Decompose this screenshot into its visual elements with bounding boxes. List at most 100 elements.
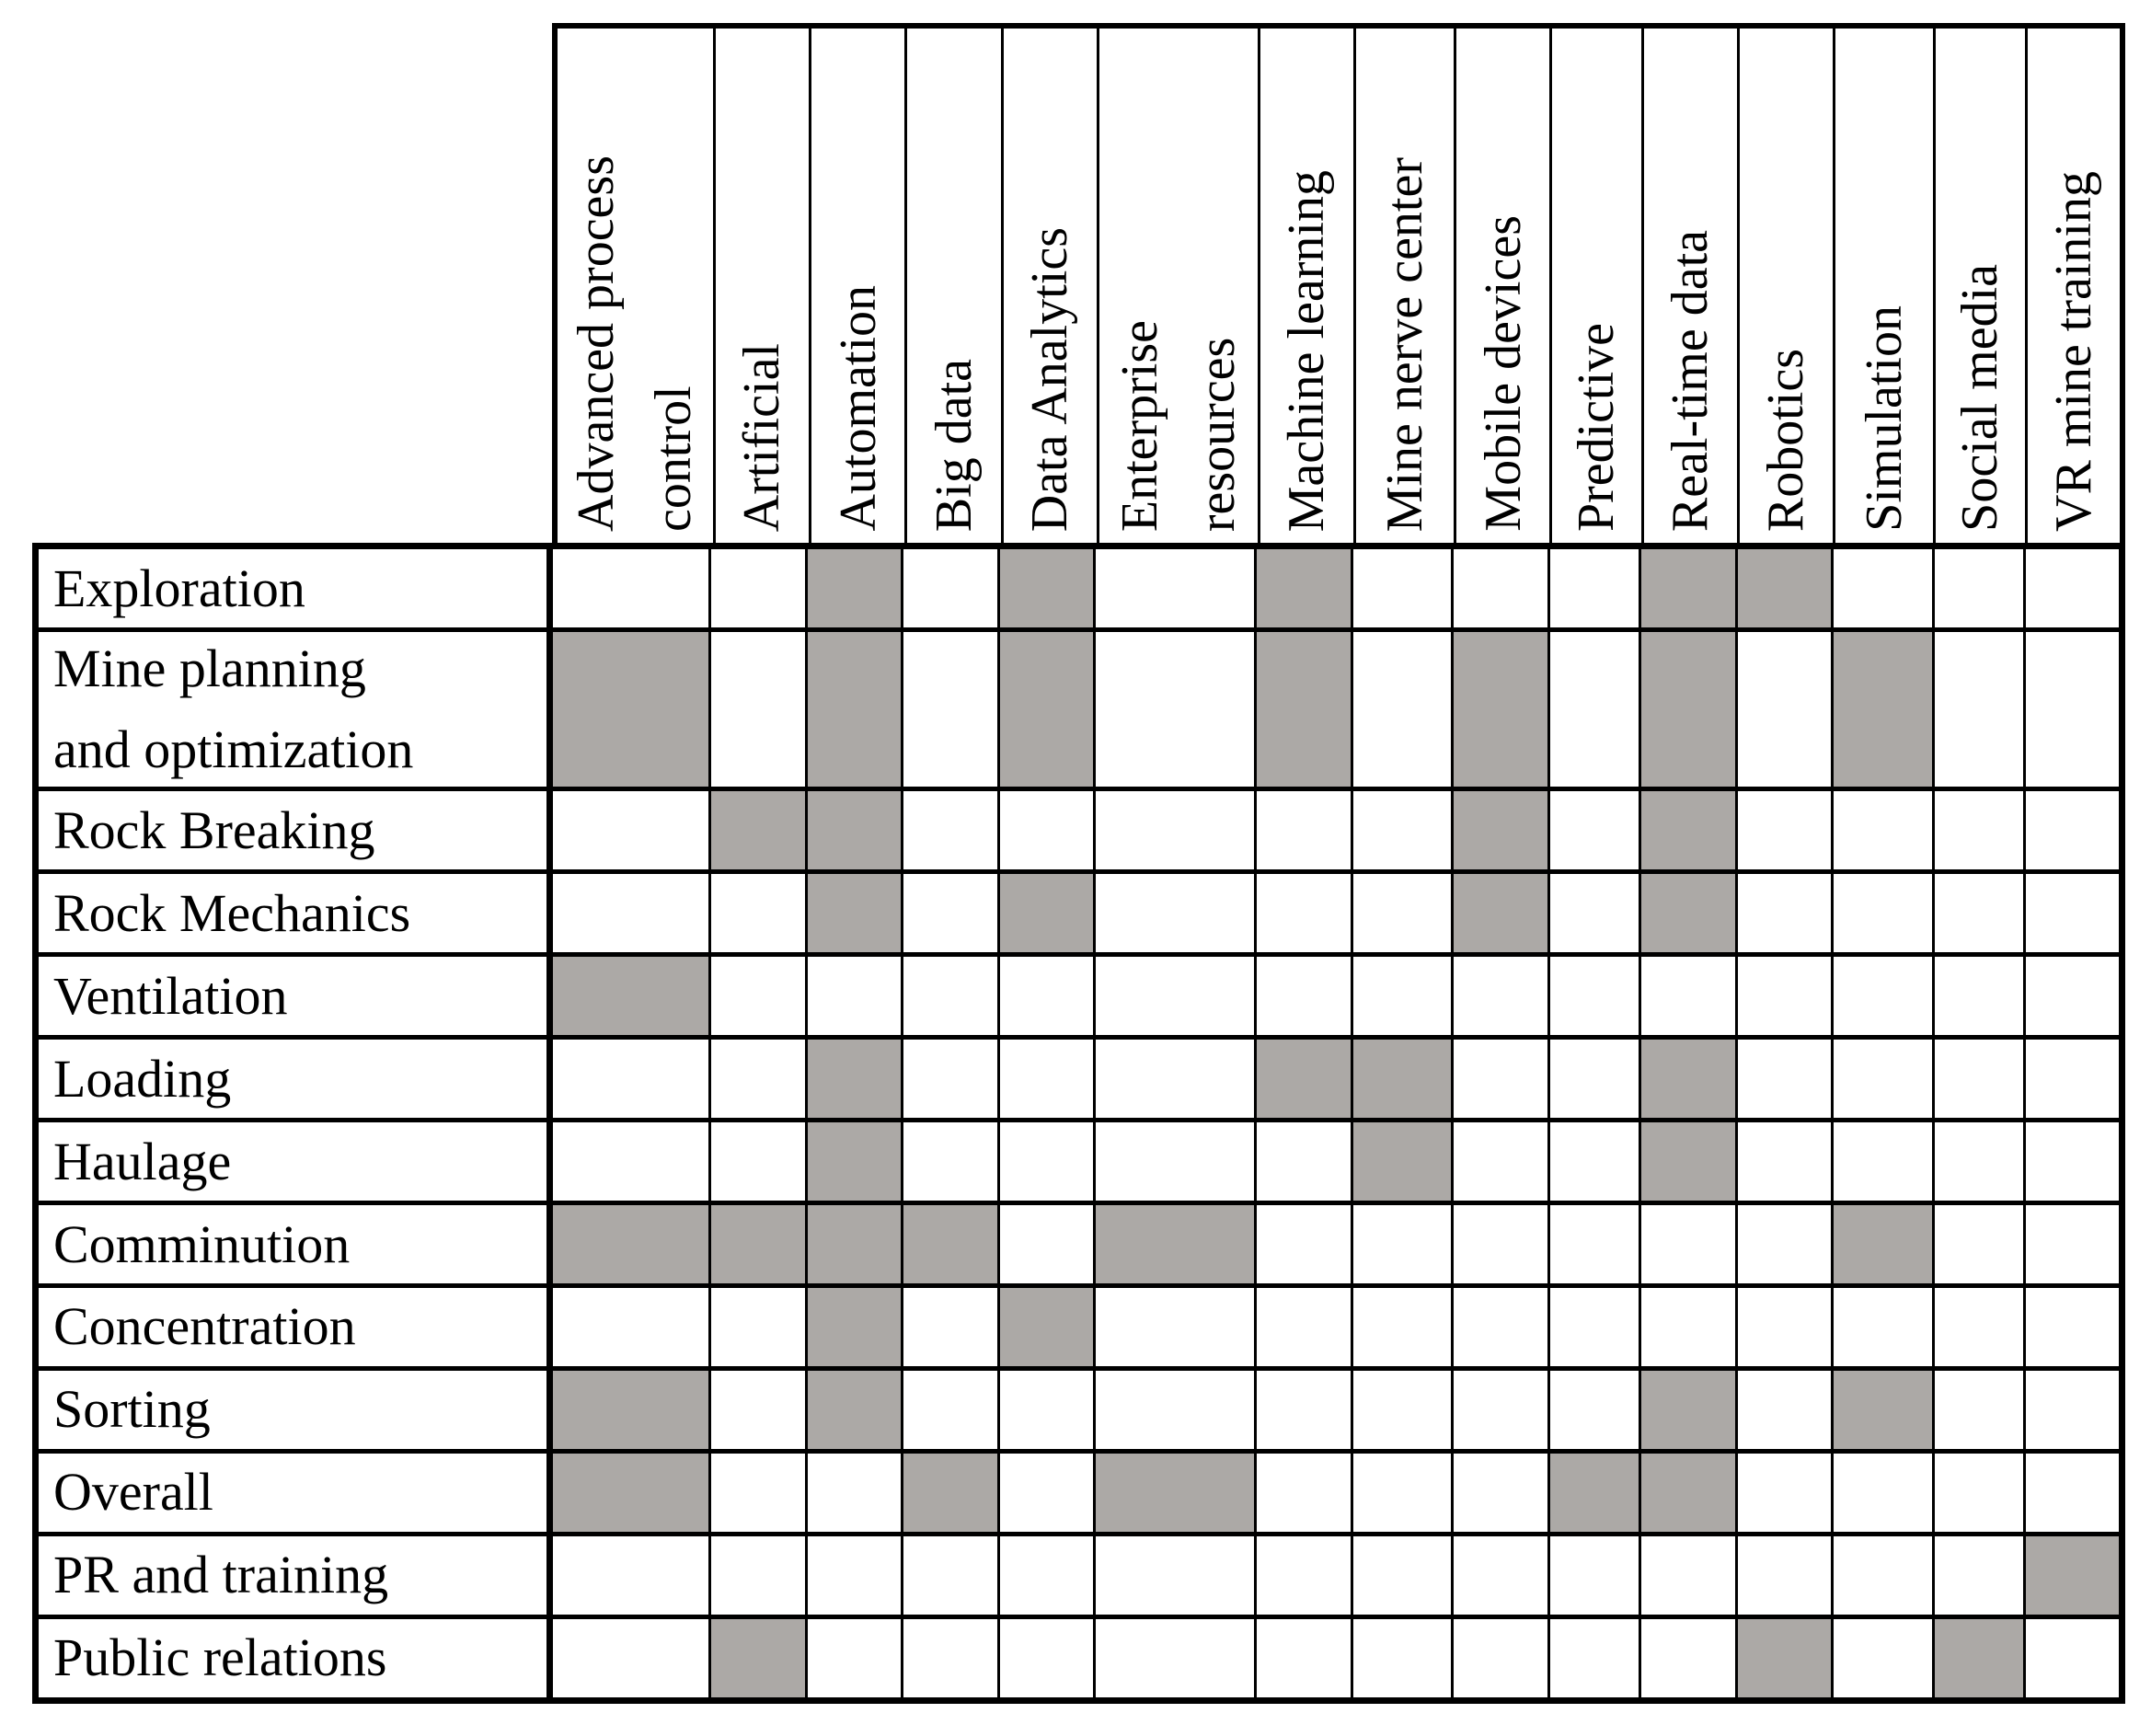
matrix-cell — [1831, 1370, 1932, 1449]
matrix-cell — [2023, 1122, 2119, 1201]
matrix-row-public-relations: Public relations — [39, 1614, 2119, 1697]
matrix-cell — [1093, 1287, 1254, 1366]
matrix-cell — [1639, 1535, 1735, 1615]
matrix-cell — [1547, 1122, 1639, 1201]
matrix-cell — [1093, 549, 1254, 627]
matrix-cell — [2023, 791, 2119, 870]
matrix-cell — [1254, 791, 1351, 870]
matrix-cell — [1734, 1453, 1832, 1532]
row-label: Loading — [39, 1040, 553, 1119]
matrix-row-pr-and-training: PR and training — [39, 1531, 2120, 1615]
matrix-cell — [1350, 1122, 1452, 1201]
matrix-cell — [1831, 1040, 1931, 1119]
matrix-cell — [1831, 549, 1931, 627]
matrix-cell — [996, 1040, 1094, 1119]
matrix-cell — [804, 631, 902, 788]
matrix-cell — [1639, 1287, 1735, 1366]
matrix-cell — [804, 1040, 902, 1119]
matrix-cell — [996, 1287, 1094, 1366]
header-label: Simulation — [1856, 305, 1914, 532]
matrix-cell — [1734, 1370, 1832, 1449]
matrix-cell — [1451, 549, 1547, 627]
matrix-cell — [901, 1040, 997, 1119]
matrix-cell — [553, 1536, 708, 1615]
matrix-cell — [708, 957, 805, 1036]
matrix-cell — [1093, 1205, 1255, 1283]
matrix-cell — [1350, 1453, 1451, 1532]
matrix-row-ventilation: Ventilation — [39, 952, 2119, 1036]
technology-process-matrix-table: Advanced process control Artificial Automa… — [32, 23, 2125, 1704]
matrix-cell — [553, 1288, 708, 1366]
header-label: Robotics — [1757, 348, 1815, 532]
header-label: Real-time data — [1662, 229, 1720, 532]
matrix-cell — [1350, 1618, 1451, 1697]
header-cell-artificial: Artificial — [712, 29, 809, 543]
matrix-cell — [553, 1040, 708, 1118]
matrix-cell — [1350, 1205, 1451, 1283]
matrix-cell — [2023, 1370, 2119, 1449]
header-label: VR mine training — [2044, 171, 2102, 532]
matrix-row-loading: Loading — [39, 1035, 2119, 1119]
matrix-cell — [1350, 1370, 1451, 1449]
matrix-cell — [1639, 631, 1735, 788]
matrix-cell — [1831, 1535, 1931, 1615]
matrix-cell — [2023, 957, 2119, 1036]
matrix-cell — [996, 1370, 1094, 1449]
header-label: Mine nerve center — [1375, 156, 1433, 532]
row-label: Ventilation — [39, 957, 553, 1036]
matrix-cell — [1547, 1618, 1639, 1697]
matrix-cell — [1734, 1618, 1832, 1697]
matrix-cell — [2023, 874, 2119, 953]
matrix-cell — [1831, 957, 1931, 1036]
matrix-cell — [708, 1535, 805, 1615]
header-cell-simulation: Simulation — [1833, 29, 1933, 543]
matrix-cell — [1547, 1205, 1639, 1283]
matrix-cell — [1451, 1122, 1547, 1201]
matrix-cell — [1931, 1370, 2024, 1449]
header-cell-predictive: Predictive — [1549, 29, 1640, 543]
matrix-cell — [1093, 1040, 1254, 1119]
matrix-cell — [1350, 957, 1451, 1036]
matrix-cell — [996, 1205, 1094, 1283]
matrix-cell — [1254, 1205, 1351, 1283]
matrix-cell — [708, 1040, 805, 1119]
header-cell-real-time-data: Real-time data — [1640, 29, 1737, 543]
matrix-cell — [1734, 791, 1832, 870]
matrix-cell — [708, 1618, 805, 1697]
matrix-cell — [901, 1287, 997, 1366]
matrix-cell — [1639, 1453, 1735, 1532]
row-label: Mine planning and optimization — [39, 631, 553, 788]
matrix-cell — [1639, 1370, 1735, 1449]
matrix-cell — [804, 1618, 902, 1697]
matrix-cell — [1831, 874, 1931, 953]
matrix-cell — [1931, 1122, 2024, 1201]
matrix-cell — [1831, 791, 1931, 870]
header-label: Mobile devices — [1474, 215, 1532, 532]
matrix-cell — [553, 1205, 709, 1283]
matrix-cell — [1350, 631, 1451, 788]
matrix-row-exploration: Exploration — [39, 549, 2119, 627]
matrix-cell — [996, 957, 1094, 1036]
matrix-cell — [1350, 1287, 1451, 1366]
matrix-cell — [804, 1287, 902, 1366]
matrix-cell — [1931, 1205, 2024, 1283]
matrix-cell — [1734, 1122, 1832, 1201]
matrix-cell — [1639, 1122, 1735, 1201]
matrix-cell — [1254, 631, 1351, 788]
matrix-cell — [1931, 1287, 2024, 1366]
matrix-cell — [1931, 549, 2024, 627]
header-cell-big-data: Big data — [904, 29, 1000, 543]
row-label: Rock Mechanics — [39, 874, 553, 953]
matrix-cell — [1093, 791, 1254, 870]
matrix-cell — [1350, 1535, 1451, 1615]
matrix-cell — [1734, 1040, 1832, 1119]
row-label: Concentration — [39, 1287, 553, 1366]
matrix-cell — [708, 874, 805, 953]
matrix-cell — [996, 1122, 1094, 1201]
matrix-cell — [1734, 874, 1832, 953]
matrix-cell — [1254, 1122, 1351, 1201]
matrix-cell — [1451, 1453, 1547, 1532]
matrix-cell — [1093, 1535, 1254, 1615]
matrix-row-comminution: Comminution — [39, 1201, 2119, 1283]
header-label: Social media — [1951, 264, 2009, 532]
